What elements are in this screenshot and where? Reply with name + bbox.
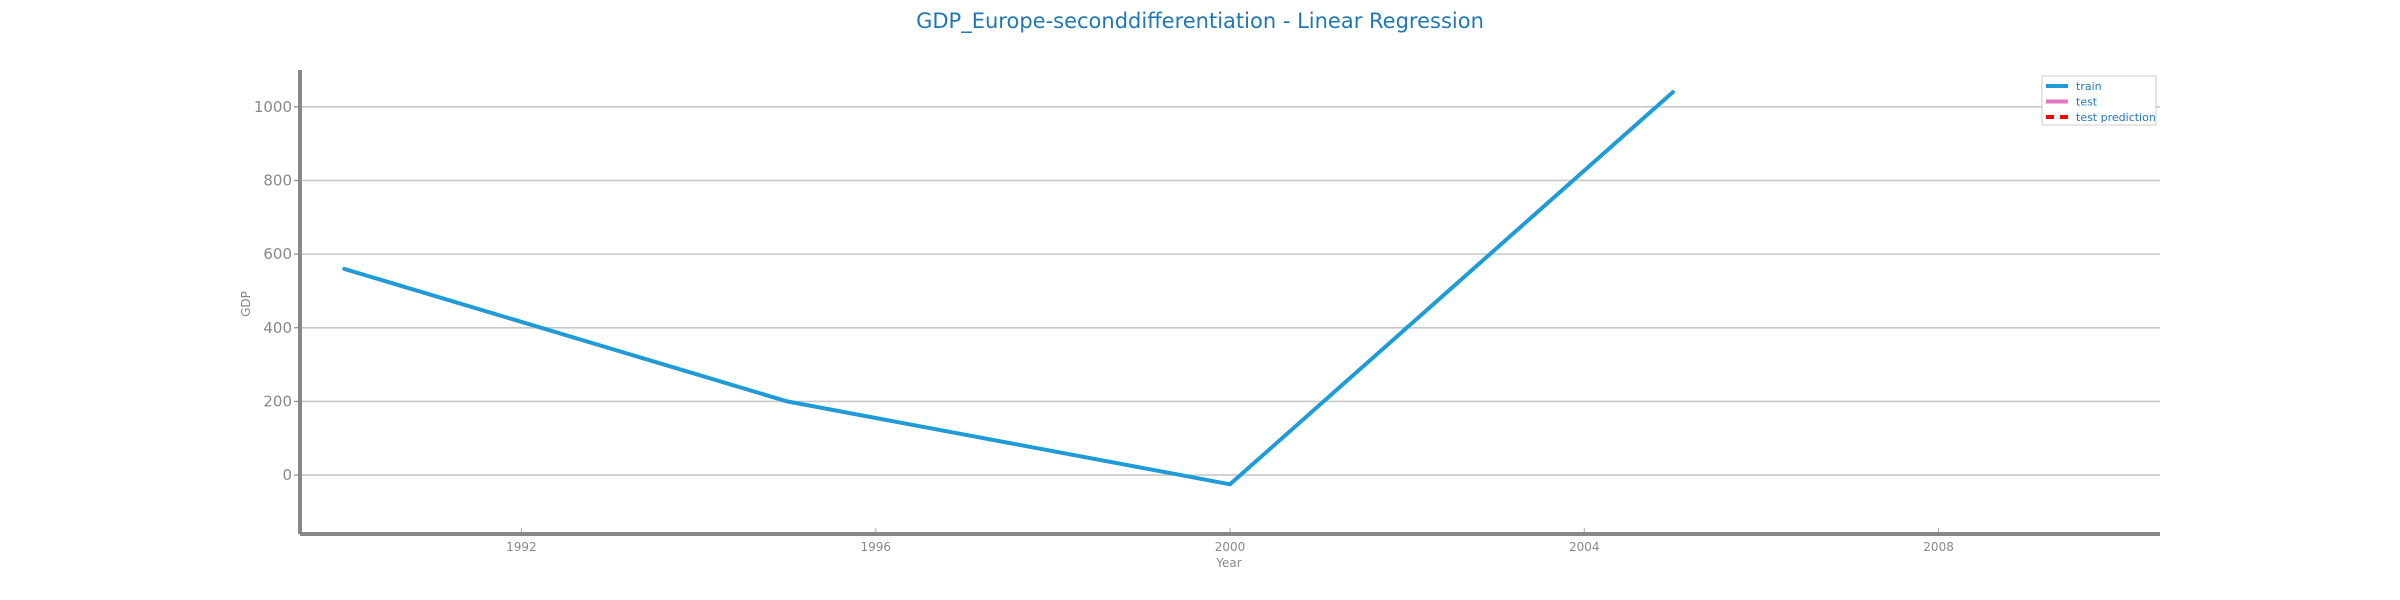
y-tick-label: 0	[282, 466, 292, 484]
y-tick-label: 800	[263, 171, 292, 189]
y-tick-label: 600	[263, 245, 292, 263]
x-tick-label: 2004	[1569, 540, 1600, 554]
x-tick-label: 2008	[1923, 540, 1954, 554]
x-tick-label: 2000	[1215, 540, 1246, 554]
legend-label: test	[2076, 96, 2098, 109]
x-tick-label: 1992	[506, 540, 537, 554]
chart-title: GDP_Europe-seconddifferentiation - Linea…	[916, 9, 1484, 34]
x-tick-label: 1996	[860, 540, 891, 554]
gridlines	[294, 106, 2160, 476]
y-tick-label: 1000	[254, 98, 292, 116]
axes	[298, 70, 2160, 536]
y-tick-label: 400	[263, 319, 292, 337]
tick-labels: 0 200 400 600 800 1000 1992 1996 2000 2004 2008	[254, 98, 1954, 554]
legend-label: train	[2076, 80, 2102, 93]
x-axis-label: Year	[1215, 556, 1241, 570]
series-line-train	[342, 90, 1675, 487]
y-tick-label: 200	[263, 392, 292, 410]
legend-label: test prediction	[2076, 111, 2156, 124]
series-lines	[342, 90, 1675, 487]
legend: train test test prediction	[2041, 75, 2157, 126]
y-axis-label: GDP	[239, 291, 253, 317]
legend-items: train test test prediction	[2046, 80, 2156, 124]
